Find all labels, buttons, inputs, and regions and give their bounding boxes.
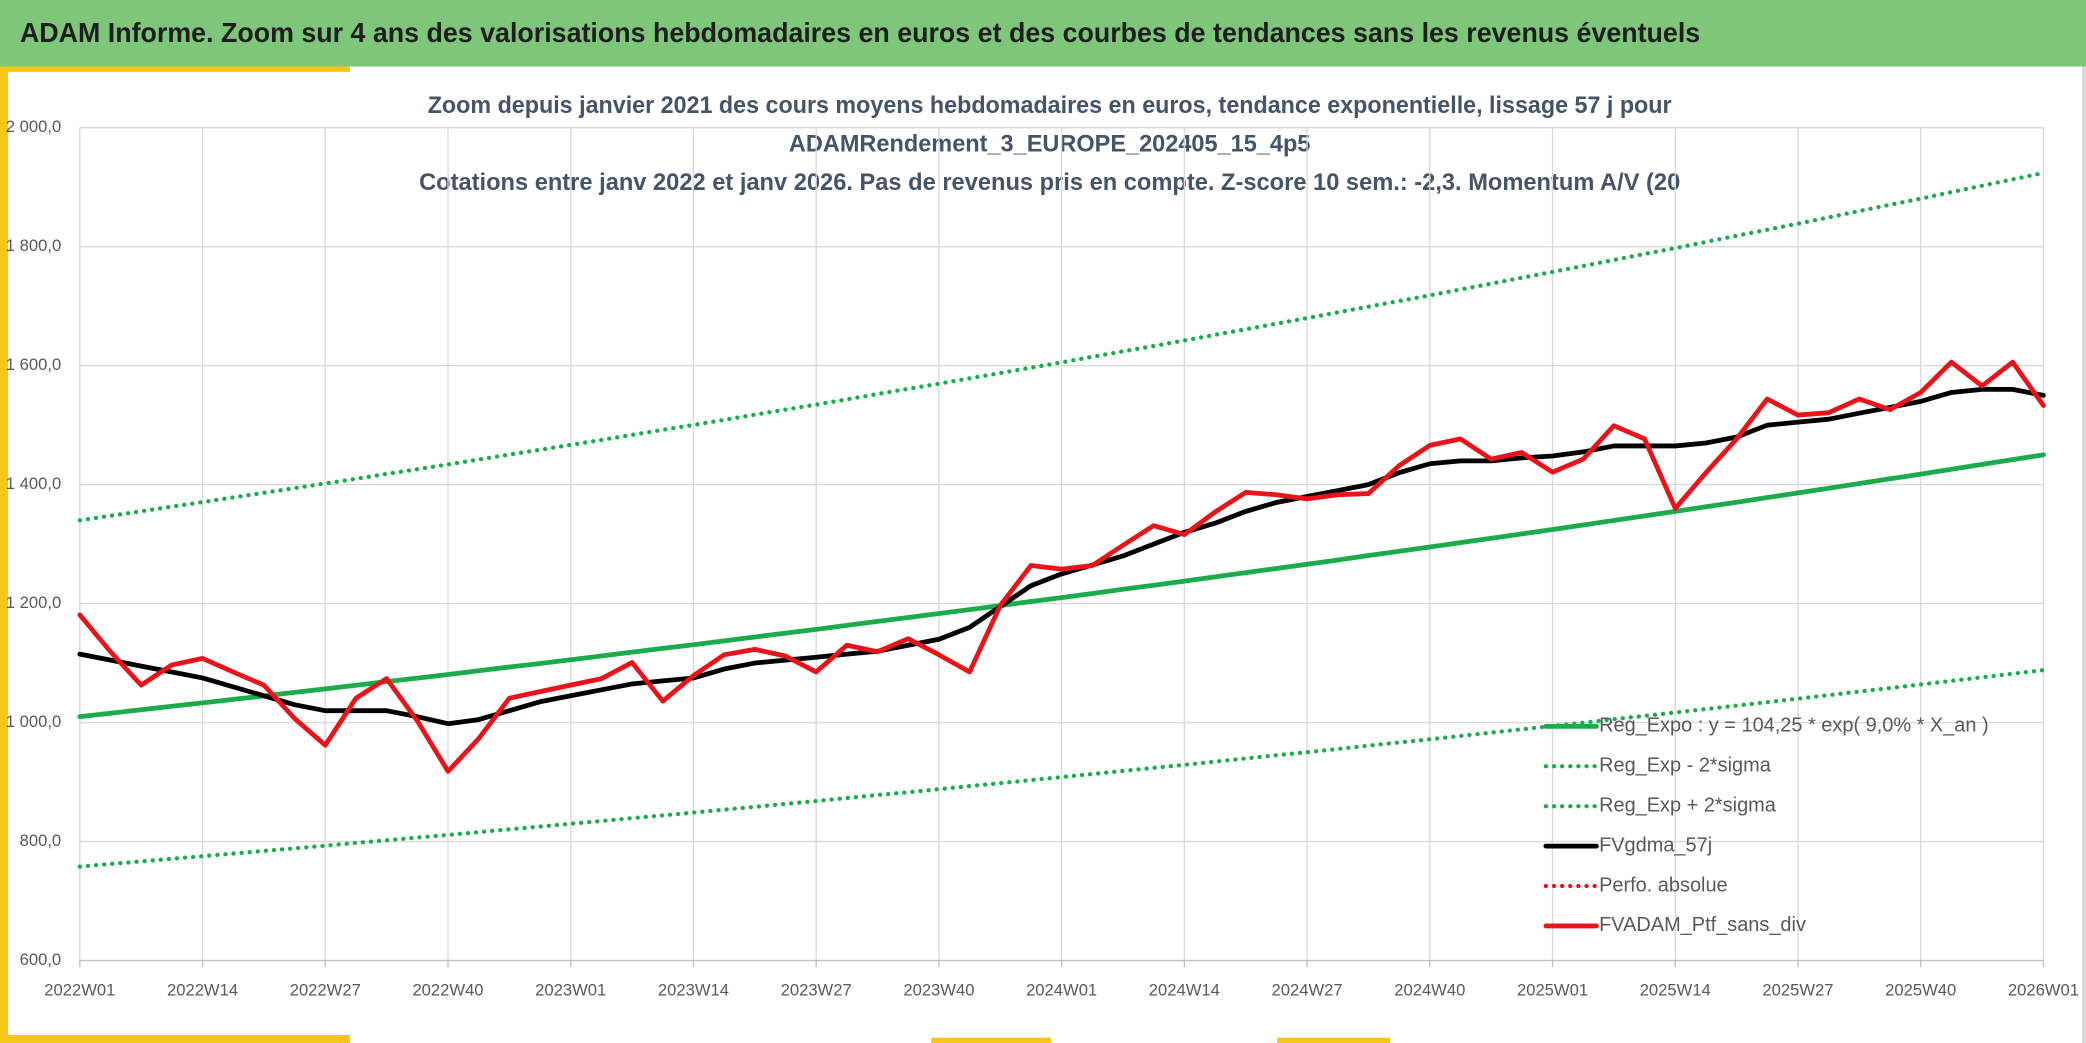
y-tick-label: 800,0: [20, 831, 62, 850]
chart-title: Cotations entre janv 2022 et janv 2026. …: [419, 169, 1680, 196]
x-tick-label: 2025W40: [1885, 981, 1956, 1000]
accent: [0, 66, 8, 1043]
legend-label: Reg_Exp + 2*sigma: [1599, 794, 1777, 816]
x-tick-label: 2023W01: [535, 981, 606, 1000]
y-tick-label: 1 200,0: [6, 593, 61, 612]
legend-label: Reg_Exp - 2*sigma: [1599, 755, 1772, 777]
x-tick-label: 2022W01: [44, 981, 115, 1000]
x-tick-label: 2024W01: [1026, 981, 1097, 1000]
accent: [0, 1035, 350, 1043]
series-line: [77, 359, 2046, 774]
x-tick-label: 2022W27: [290, 981, 361, 1000]
chart-title: ADAMRendement_3_EUROPE_202405_15_4p5: [789, 130, 1310, 157]
y-tick-label: 1 800,0: [6, 236, 61, 255]
x-tick-label: 2022W40: [412, 981, 483, 1000]
y-tick-label: 600,0: [20, 950, 62, 969]
x-tick-label: 2025W01: [1517, 981, 1588, 1000]
border: [2082, 66, 2086, 1043]
accent: [1277, 1037, 1391, 1043]
x-tick-label: 2025W27: [1762, 981, 1833, 1000]
x-tick-label: 2023W27: [781, 981, 852, 1000]
series-line: [77, 452, 2046, 720]
x-tick-label: 2024W40: [1394, 981, 1465, 1000]
x-tick-label: 2025W14: [1640, 981, 1711, 1000]
legend-label: FVADAM_Ptf_sans_div: [1599, 914, 1806, 936]
y-tick-label: 1 600,0: [6, 355, 61, 374]
x-tick-label: 2024W14: [1149, 981, 1220, 1000]
x-tick-label: 2023W40: [903, 981, 974, 1000]
x-tick-label: 2022W14: [167, 981, 238, 1000]
legend-label: FVgdma_57j: [1599, 834, 1712, 856]
chart-title: Zoom depuis janvier 2021 des cours moyen…: [428, 92, 1672, 119]
x-tick-label: 2026W01: [2008, 981, 2079, 1000]
legend-label: Reg_Expo : y = 104,25 * exp( 9,0% * X_an…: [1599, 715, 1989, 737]
accent: [931, 1037, 1051, 1043]
accent: [0, 66, 350, 72]
legend-label: Perfo. absolue: [1599, 874, 1728, 896]
y-tick-label: 2 000,0: [6, 117, 61, 136]
x-tick-label: 2023W14: [658, 981, 729, 1000]
x-tick-label: 2024W27: [1272, 981, 1343, 1000]
y-tick-label: 1 000,0: [6, 712, 61, 731]
series-line: [77, 170, 2046, 523]
y-tick-label: 1 400,0: [6, 474, 61, 493]
page-title: ADAM Informe. Zoom sur 4 ans des valoris…: [20, 17, 1700, 48]
series-line: [77, 387, 2046, 727]
header-bar: [0, 0, 2086, 67]
